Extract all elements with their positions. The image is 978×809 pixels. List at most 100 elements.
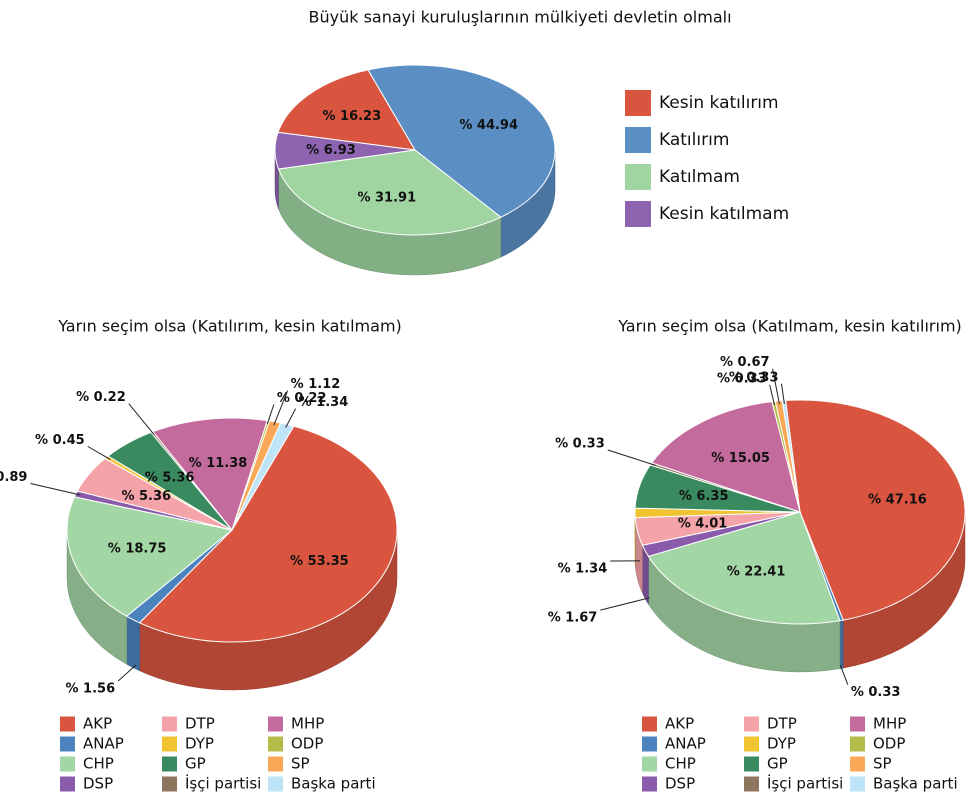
leader-line: [769, 384, 775, 405]
legend-label: Başka parti: [873, 775, 958, 793]
leader-line: [781, 383, 785, 404]
legend-swatch: [162, 736, 177, 752]
value-label: % 22.41: [727, 565, 786, 580]
legend-label: İşçi partisi: [767, 774, 843, 793]
legend-label: ODP: [291, 735, 323, 753]
leader-line: [772, 368, 780, 405]
value-label: % 5.36: [145, 470, 195, 485]
legend-swatch: [625, 201, 651, 227]
value-label: % 15.05: [711, 451, 770, 466]
legend-swatch: [625, 90, 651, 116]
legend-swatch: [268, 736, 283, 752]
value-label: % 0.33: [717, 371, 767, 386]
legend-label: AKP: [83, 715, 112, 733]
legend-swatch: [60, 756, 75, 772]
pie-side: [126, 615, 140, 672]
legend-swatch: [642, 776, 657, 792]
pie-slice: [785, 399, 966, 621]
pie-slice: [274, 131, 416, 170]
legend-label: CHP: [665, 755, 696, 773]
legend-label: SP: [291, 755, 310, 773]
value-label: % 0.67: [720, 355, 770, 370]
value-label: % 53.35: [290, 554, 349, 569]
value-label: % 0.33: [851, 685, 901, 700]
leader-line: [607, 449, 656, 466]
legend-swatch: [268, 716, 283, 732]
value-label: % 0.33: [729, 370, 779, 385]
value-label: % 6.35: [679, 489, 729, 504]
legend-swatch: [850, 756, 865, 772]
legend-label: DTP: [767, 715, 797, 733]
legend-swatch: [162, 716, 177, 732]
legend-swatch: [625, 164, 651, 190]
leader-line: [273, 390, 289, 426]
value-label: % 31.91: [357, 191, 416, 206]
legend-label: DYP: [185, 735, 214, 753]
chart-title: Yarın seçim olsa (Katılırım, kesin katıl…: [57, 317, 402, 336]
value-label: % 1.34: [558, 562, 608, 577]
value-label: % 18.75: [108, 542, 167, 557]
value-label: % 47.16: [868, 493, 927, 508]
legend-swatch: [268, 756, 283, 772]
leader-line: [117, 664, 137, 682]
legend-swatch: [850, 776, 865, 792]
legend-swatch: [162, 776, 177, 792]
legend-label: MHP: [291, 715, 324, 733]
value-label: % 1.56: [66, 682, 116, 697]
legend-label: Katılmam: [659, 167, 740, 187]
legend-label: DTP: [185, 715, 215, 733]
legend-label: Kesin katılırım: [659, 93, 779, 113]
legend-swatch: [162, 756, 177, 772]
value-label: % 1.12: [291, 377, 341, 392]
chart-title: Büyük sanayi kuruluşlarının mülkiyeti de…: [308, 8, 731, 27]
value-label: % 0.22: [76, 390, 126, 405]
pie-slice: [152, 417, 268, 532]
value-label: % 0.89: [0, 470, 27, 485]
legend-label: AKP: [665, 715, 694, 733]
pie-slice: [277, 149, 502, 236]
leader-line: [285, 408, 297, 428]
pie-slice: [367, 64, 556, 218]
leader-line: [266, 404, 275, 425]
legend-swatch: [642, 756, 657, 772]
value-label: % 4.01: [678, 516, 728, 531]
legend-swatch: [744, 756, 759, 772]
value-label: % 0.33: [555, 436, 605, 451]
legend-swatch: [642, 736, 657, 752]
legend-label: GP: [767, 755, 788, 773]
pie-slice: [650, 401, 801, 513]
legend-label: MHP: [873, 715, 906, 733]
value-label: % 1.34: [299, 395, 349, 410]
legend-swatch: [744, 716, 759, 732]
leader-line: [839, 664, 849, 685]
value-label: % 0.22: [277, 391, 327, 406]
legend-label: Katılırım: [659, 130, 729, 150]
leader-line: [30, 483, 81, 496]
value-label: % 44.94: [459, 118, 518, 133]
pie-slice: [138, 425, 398, 643]
leader-line: [87, 445, 111, 460]
leader-line: [600, 597, 651, 611]
legend-swatch: [268, 776, 283, 792]
value-label: % 0.45: [35, 433, 85, 448]
legend-label: Kesin katılmam: [659, 204, 789, 224]
legend-label: DSP: [83, 775, 113, 793]
value-label: % 16.23: [322, 109, 381, 124]
legend-swatch: [744, 776, 759, 792]
value-label: % 1.67: [548, 611, 598, 626]
legend-label: ANAP: [83, 735, 124, 753]
value-label: % 6.93: [306, 143, 356, 158]
legend-swatch: [60, 716, 75, 732]
legend-label: SP: [873, 755, 892, 773]
legend-swatch: [60, 776, 75, 792]
legend-label: Başka parti: [291, 775, 376, 793]
pie-slice: [66, 496, 234, 617]
chart-title: Yarın seçim olsa (Katılmam, kesin katılı…: [617, 317, 962, 336]
legend-swatch: [625, 127, 651, 153]
legend-label: DYP: [767, 735, 796, 753]
legend-label: GP: [185, 755, 206, 773]
legend-swatch: [744, 736, 759, 752]
legend-swatch: [850, 736, 865, 752]
pie-slice: [647, 511, 841, 625]
